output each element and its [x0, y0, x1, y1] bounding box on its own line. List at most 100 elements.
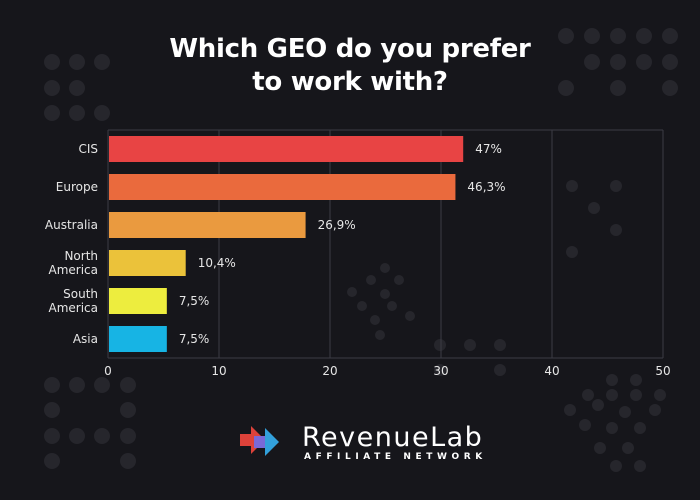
background-dot — [610, 28, 626, 44]
background-dot — [370, 315, 380, 325]
data-label: 47% — [475, 142, 502, 156]
y-category-label: North — [64, 249, 98, 263]
background-dot — [636, 54, 652, 70]
background-dot — [394, 275, 404, 285]
data-label: 46,3% — [467, 180, 505, 194]
background-dot — [582, 389, 594, 401]
background-dot — [662, 28, 678, 44]
background-dot — [434, 364, 446, 376]
background-dot — [558, 28, 574, 44]
background-dot — [44, 80, 60, 96]
background-dot — [606, 422, 618, 434]
background-dot — [662, 80, 678, 96]
background-dot — [622, 442, 634, 454]
revenuelab-logo: RevenueLab AFFILIATE NETWORK — [238, 420, 482, 470]
background-dot — [610, 180, 622, 192]
background-dot — [566, 180, 578, 192]
y-category-label: America — [49, 263, 99, 277]
chart-title: Which GEO do you prefer to work with? — [0, 33, 700, 99]
background-dot — [375, 330, 385, 340]
x-tick-label: 20 — [322, 364, 337, 378]
logo-name: RevenueLab — [302, 422, 484, 453]
bar — [109, 212, 306, 238]
background-dot — [94, 54, 110, 70]
x-tick-label: 30 — [433, 364, 448, 378]
y-category-label: South — [63, 287, 98, 301]
background-dot — [434, 339, 446, 351]
background-dot — [610, 224, 622, 236]
background-dot — [464, 339, 476, 351]
background-dot — [120, 453, 136, 469]
data-label: 7,5% — [179, 332, 210, 346]
background-dot — [592, 399, 604, 411]
background-dot — [44, 54, 60, 70]
bar — [109, 174, 456, 200]
background-dot — [606, 389, 618, 401]
background-dot — [366, 275, 376, 285]
chart-title-line-1: Which GEO do you prefer — [169, 34, 531, 64]
background-dot — [588, 202, 600, 214]
bar — [109, 250, 186, 276]
background-dot — [649, 404, 661, 416]
x-tick-label: 40 — [544, 364, 559, 378]
background-dot — [69, 428, 85, 444]
y-category-label: CIS — [78, 142, 98, 156]
background-dot — [584, 28, 600, 44]
y-category-label: Europe — [56, 180, 98, 194]
background-dot — [634, 460, 646, 472]
background-dot — [44, 402, 60, 418]
background-dot — [584, 54, 600, 70]
background-dot — [44, 105, 60, 121]
background-dot — [619, 406, 631, 418]
bar — [109, 288, 167, 314]
background-dot — [494, 364, 506, 376]
background-dot — [44, 453, 60, 469]
background-dot — [610, 80, 626, 96]
background-dot — [44, 428, 60, 444]
background-dot — [636, 28, 652, 44]
background-dot — [606, 374, 618, 386]
background-dot — [94, 377, 110, 393]
background-dot — [405, 311, 415, 321]
logo-tagline: AFFILIATE NETWORK — [304, 452, 487, 462]
background-dot — [579, 419, 591, 431]
background-dot — [610, 460, 622, 472]
background-dot — [558, 80, 574, 96]
background-dot — [94, 428, 110, 444]
background-dot — [120, 402, 136, 418]
background-dot — [94, 105, 110, 121]
data-label: 26,9% — [318, 218, 356, 232]
background-dot — [120, 377, 136, 393]
background-dot — [630, 374, 642, 386]
background-dot — [594, 442, 606, 454]
x-tick-label: 10 — [211, 364, 226, 378]
data-label: 7,5% — [179, 294, 210, 308]
x-tick-label: 50 — [655, 364, 670, 378]
background-dot — [494, 339, 506, 351]
background-dot — [44, 377, 60, 393]
chart-title-line-2: to work with? — [252, 67, 448, 97]
background-dot — [387, 301, 397, 311]
background-dot — [69, 105, 85, 121]
y-category-label: America — [49, 301, 99, 315]
background-dot — [69, 54, 85, 70]
background-dot — [634, 422, 646, 434]
x-tick-label: 0 — [104, 364, 112, 378]
background-dot — [380, 263, 390, 273]
data-label: 10,4% — [198, 256, 236, 270]
bar — [109, 326, 167, 352]
background-dot — [357, 301, 367, 311]
background-dot — [69, 377, 85, 393]
background-dot — [120, 428, 136, 444]
background-dot — [347, 287, 357, 297]
background-dot — [566, 246, 578, 258]
background-dot — [662, 54, 678, 70]
background-dot — [564, 404, 576, 416]
background-dot — [654, 389, 666, 401]
background-dot — [610, 54, 626, 70]
background-dot — [380, 289, 390, 299]
y-category-label: Australia — [45, 218, 98, 232]
